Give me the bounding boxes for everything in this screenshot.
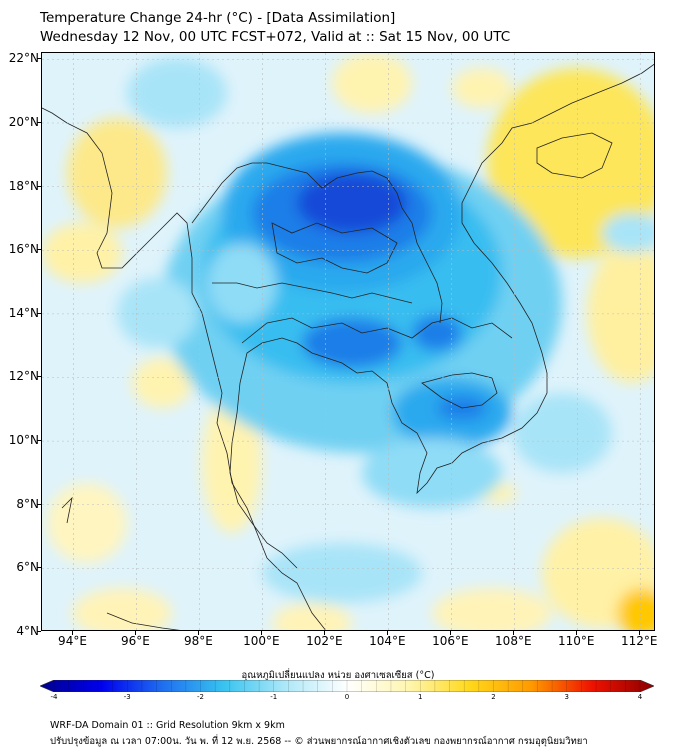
lon-label: 106°E bbox=[432, 634, 469, 648]
colorbar-tick-label: -3 bbox=[123, 693, 131, 701]
chart-subtitle: Wednesday 12 Nov, 00 UTC FCST+072, Valid… bbox=[40, 29, 511, 45]
lat-label: 20°N bbox=[8, 114, 39, 129]
lon-tick bbox=[135, 631, 137, 635]
lon-tick bbox=[261, 631, 263, 635]
colorbar-tick-label: -4 bbox=[50, 693, 58, 701]
lat-label: 22°N bbox=[8, 51, 39, 66]
lat-label: 4°N bbox=[16, 624, 39, 638]
lat-tick bbox=[37, 249, 41, 251]
lat-label: 16°N bbox=[8, 242, 39, 257]
lon-label: 94°E bbox=[58, 634, 87, 648]
lat-label: 6°N bbox=[16, 560, 39, 575]
colorbar-tick-label: 0 bbox=[344, 693, 350, 701]
lat-tick bbox=[37, 567, 41, 569]
lat-label: 10°N bbox=[8, 433, 39, 448]
lon-label: 108°E bbox=[495, 634, 532, 648]
lat-label: 8°N bbox=[16, 496, 39, 511]
colorbar-tick-label: 4 bbox=[637, 693, 643, 701]
lat-tick bbox=[37, 631, 41, 632]
lat-tick bbox=[37, 376, 41, 378]
lon-label: 110°E bbox=[558, 634, 595, 648]
lon-tick bbox=[198, 631, 200, 635]
temperature-field bbox=[42, 53, 654, 630]
lat-label: 14°N bbox=[8, 305, 39, 320]
colorbar-tick-label: -2 bbox=[197, 693, 204, 701]
colorbar-tick-label: 1 bbox=[418, 693, 423, 701]
lat-tick bbox=[37, 312, 41, 314]
lon-tick bbox=[576, 631, 578, 635]
map-panel bbox=[41, 52, 655, 631]
lon-label: 102°E bbox=[306, 634, 343, 648]
lon-tick bbox=[387, 631, 389, 635]
lon-tick bbox=[513, 631, 515, 635]
lon-tick bbox=[450, 631, 452, 635]
lon-label: 112°E bbox=[621, 634, 658, 648]
coastline-and-borders bbox=[42, 63, 654, 630]
colorbar-tick-label: 2 bbox=[491, 693, 496, 701]
lon-label: 96°E bbox=[121, 634, 150, 648]
lon-tick bbox=[639, 631, 641, 635]
chart-title: Temperature Change 24-hr (°C) - [Data As… bbox=[40, 10, 396, 26]
footer-credit: ปรับปรุงข้อมูล ณ เวลา 07:00น. วัน พ. ที่… bbox=[50, 736, 588, 747]
lat-tick bbox=[37, 58, 41, 60]
lon-label: 98°E bbox=[183, 634, 213, 648]
colorbar bbox=[40, 680, 654, 692]
lat-tick bbox=[37, 185, 41, 187]
footer-model-info: WRF-DA Domain 01 :: Grid Resolution 9km … bbox=[50, 720, 285, 731]
colorbar-label: อุณหภูมิเปลี่ยนแปลง หน่วย องศาเซลเซียส (… bbox=[241, 670, 435, 681]
colorbar-tick-label: 3 bbox=[564, 693, 569, 701]
lon-tick bbox=[72, 631, 74, 635]
lat-label: 18°N bbox=[8, 178, 39, 193]
lon-label: 104°E bbox=[369, 634, 406, 648]
lon-label: 100°E bbox=[243, 634, 280, 648]
colorbar-tick-label: -1 bbox=[270, 693, 278, 701]
lat-tick bbox=[37, 440, 41, 442]
lat-label: 12°N bbox=[8, 369, 39, 384]
lat-tick bbox=[37, 121, 41, 123]
lat-tick bbox=[37, 503, 41, 505]
graticule bbox=[42, 53, 654, 630]
lon-tick bbox=[324, 631, 326, 635]
temperature-change-map bbox=[42, 53, 654, 630]
